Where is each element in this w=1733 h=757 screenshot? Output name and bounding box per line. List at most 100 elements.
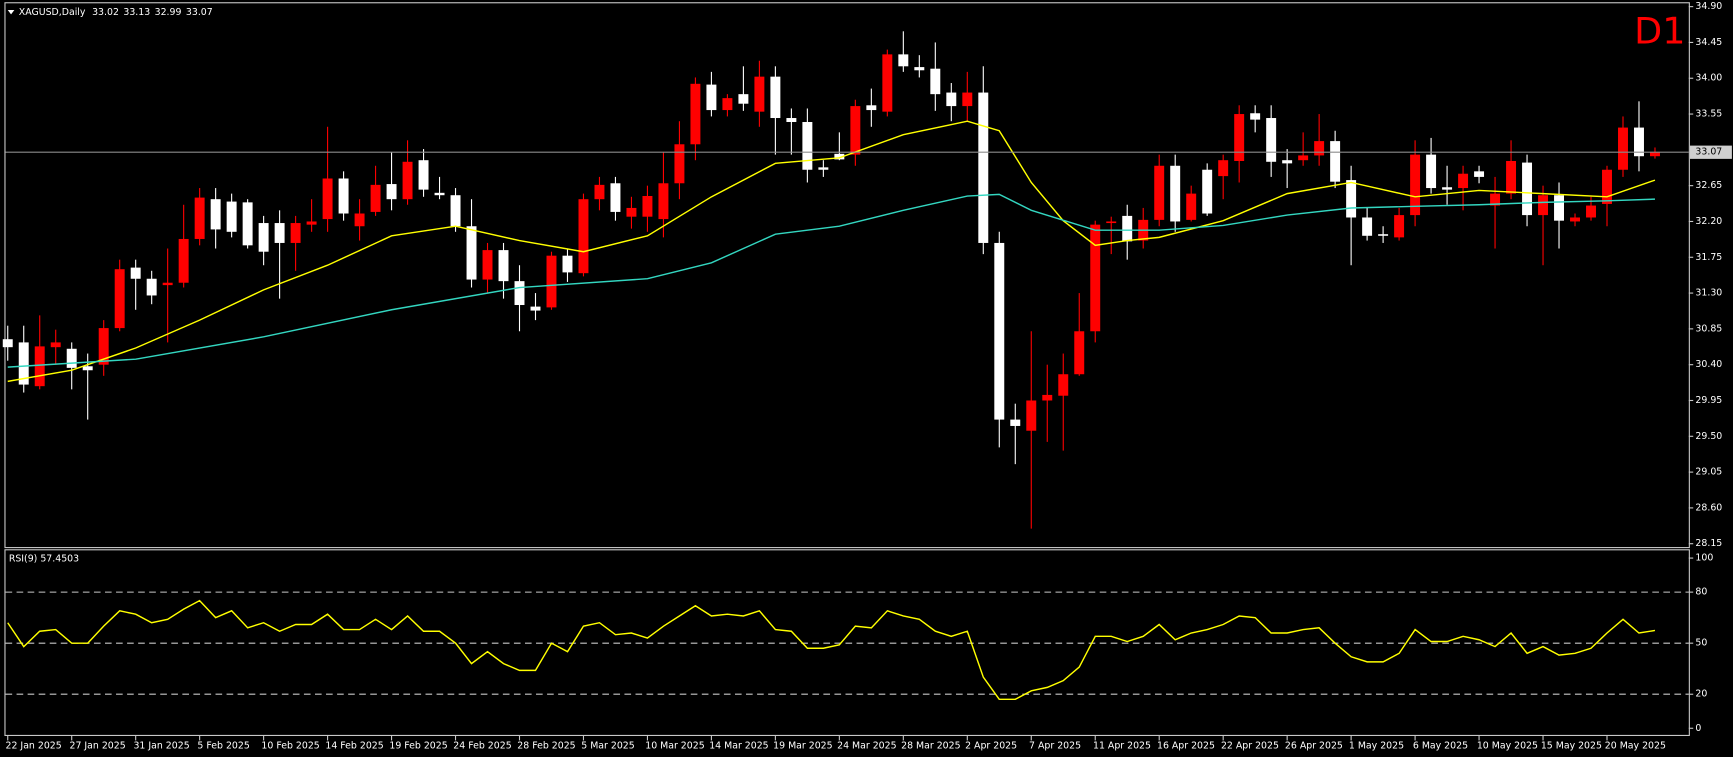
x-tick-label: 19 Feb 2025 xyxy=(389,740,447,751)
x-tick-label: 22 Jan 2025 xyxy=(6,740,62,751)
candle-body xyxy=(434,192,445,196)
candle-body xyxy=(770,76,781,119)
candle-body xyxy=(1202,169,1213,214)
candle-body xyxy=(1186,193,1197,220)
candle-body xyxy=(722,98,733,111)
x-tick-label: 14 Feb 2025 xyxy=(325,740,383,751)
candle-body xyxy=(818,167,829,170)
candle-body xyxy=(2,339,13,348)
y-tick-label: 29.50 xyxy=(1695,431,1722,442)
candle-body xyxy=(1170,165,1181,222)
candle-body xyxy=(162,282,173,286)
candle-body xyxy=(1026,400,1037,431)
candle-body xyxy=(674,144,685,184)
candle-body xyxy=(786,118,797,123)
x-tick-label: 10 Mar 2025 xyxy=(645,740,704,751)
candle-body xyxy=(1058,374,1069,396)
candle-body xyxy=(546,255,557,308)
candle-body xyxy=(322,178,333,220)
candle-body xyxy=(178,238,189,283)
candle-body xyxy=(1570,217,1580,222)
candle-body xyxy=(1490,193,1501,206)
x-tick-label: 11 Apr 2025 xyxy=(1093,740,1151,751)
candle-body xyxy=(418,160,429,190)
candle-body xyxy=(1266,118,1277,162)
candle-body xyxy=(130,267,141,279)
candle-body xyxy=(914,67,925,71)
candle-body xyxy=(1282,160,1293,164)
y-tick-label: 30.40 xyxy=(1695,359,1722,370)
candle-body xyxy=(1586,205,1596,218)
candle-body xyxy=(290,223,301,243)
candle-body xyxy=(610,183,621,212)
candle-body xyxy=(1378,234,1389,236)
symbol: XAGUSD,Daily xyxy=(19,7,86,18)
x-tick-label: 5 Mar 2025 xyxy=(581,740,635,751)
x-tick-label: 20 May 2025 xyxy=(1605,740,1666,751)
y-tick-label: 28.15 xyxy=(1695,538,1722,549)
candle-body xyxy=(82,366,93,371)
candle-body xyxy=(306,221,317,225)
candle-body xyxy=(994,242,1005,420)
menu-triangle[interactable] xyxy=(7,9,15,15)
close-value: 33.07 xyxy=(186,7,213,18)
candle-body xyxy=(146,278,157,296)
y-tick-label: 100 xyxy=(1695,553,1713,564)
candle-body xyxy=(1010,419,1021,426)
candle-body xyxy=(882,54,893,112)
candle-body xyxy=(114,269,125,329)
candle-body xyxy=(834,153,845,160)
x-tick-label: 16 Apr 2025 xyxy=(1157,740,1215,751)
candle-body xyxy=(1090,224,1101,332)
high-value: 33.13 xyxy=(123,7,150,18)
candle-body xyxy=(1250,113,1261,120)
candle-body xyxy=(386,184,397,200)
candle-body xyxy=(466,226,477,280)
candle-body xyxy=(1522,162,1533,216)
candle-body xyxy=(1602,169,1612,204)
candle-body xyxy=(658,183,669,220)
indicator-line xyxy=(7,193,1655,368)
candle-body xyxy=(1330,141,1341,182)
candle-body xyxy=(1106,221,1117,224)
x-tick-label: 28 Feb 2025 xyxy=(517,740,575,751)
timeframe-label: D1 xyxy=(1634,10,1685,53)
candle-body xyxy=(274,223,285,243)
candle-body xyxy=(498,250,509,282)
candle-body xyxy=(530,306,541,311)
candle-body xyxy=(34,346,45,387)
candle-body xyxy=(1506,160,1517,194)
candle-body xyxy=(450,195,461,227)
candle-body xyxy=(850,106,861,155)
x-tick-label: 5 Feb 2025 xyxy=(197,740,249,751)
x-tick-label: 22 Apr 2025 xyxy=(1221,740,1279,751)
y-tick-label: 0 xyxy=(1695,723,1701,734)
candle-body xyxy=(898,54,909,67)
candle-body xyxy=(514,281,525,306)
candle-body xyxy=(50,342,61,348)
y-tick-label: 50 xyxy=(1695,638,1707,649)
y-tick-label: 32.20 xyxy=(1695,216,1722,227)
candle-body xyxy=(66,348,77,368)
candle-body xyxy=(690,83,701,145)
indicator-line xyxy=(7,120,1656,383)
candle-body xyxy=(1554,195,1564,221)
rsi-title: RSI(9) 57.4503 xyxy=(9,554,79,565)
y-tick-label: 34.45 xyxy=(1695,37,1722,48)
candle-body xyxy=(1634,127,1644,157)
candle-body xyxy=(1154,165,1165,220)
candle-body xyxy=(1346,180,1357,218)
candle-body xyxy=(578,199,589,274)
candle-body xyxy=(1298,155,1309,161)
candle-body xyxy=(1618,127,1628,170)
candle-body xyxy=(1218,160,1229,177)
y-tick-label: 80 xyxy=(1695,587,1707,598)
y-tick-label: 20 xyxy=(1695,689,1707,700)
current-price-box xyxy=(1689,145,1732,159)
x-tick-label: 31 Jan 2025 xyxy=(133,740,189,751)
x-tick-label: 1 May 2025 xyxy=(1349,740,1404,751)
x-tick-label: 24 Feb 2025 xyxy=(453,740,511,751)
candle-body xyxy=(642,196,653,217)
x-tick-label: 19 Mar 2025 xyxy=(773,740,832,751)
